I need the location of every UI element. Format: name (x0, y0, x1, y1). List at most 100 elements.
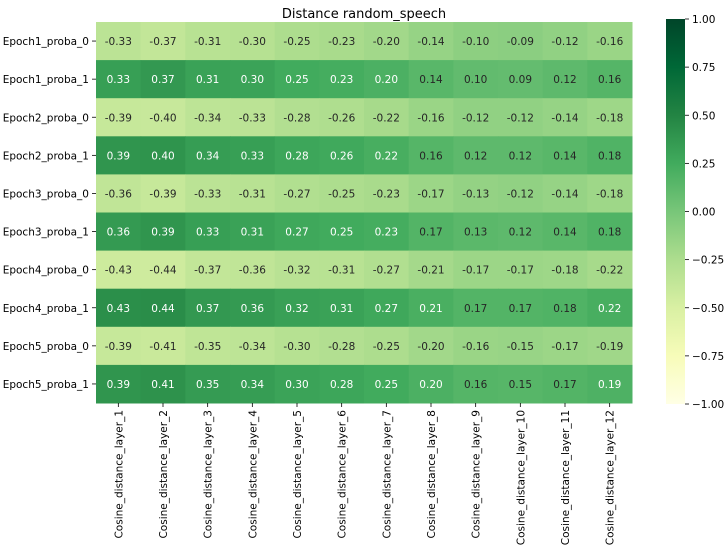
cell-annotation: -0.37 (194, 265, 221, 277)
heatmap-cell (453, 60, 499, 99)
heatmap-cell (498, 98, 544, 137)
heatmap-cell (364, 22, 410, 61)
heatmap-cell (274, 22, 320, 61)
heatmap-cell (542, 212, 588, 252)
heatmap-cell (453, 98, 499, 137)
cell-annotation: -0.31 (328, 265, 355, 277)
cell-annotation: 0.39 (151, 227, 174, 239)
heatmap-cell (140, 364, 186, 404)
heatmap-cell (230, 364, 276, 404)
cell-annotation: 0.37 (196, 303, 219, 315)
cell-annotation: 0.25 (375, 379, 398, 391)
cell-annotation: -0.09 (507, 36, 534, 48)
cell-annotation: -0.43 (105, 265, 132, 277)
cell-annotation: -0.23 (373, 188, 400, 200)
heatmap-cell (453, 326, 499, 366)
heatmap-cell (453, 250, 499, 290)
cell-annotation: 0.12 (464, 150, 487, 162)
heatmap-cell (140, 98, 186, 137)
cell-annotation: -0.28 (283, 112, 310, 124)
cell-annotation: -0.21 (417, 265, 444, 277)
cell-annotation: -0.14 (551, 188, 578, 200)
heatmap-cell (498, 364, 544, 404)
cell-annotation: -0.12 (507, 188, 534, 200)
cell-annotation: -0.34 (194, 112, 221, 124)
cell-annotation: -0.18 (551, 265, 578, 277)
heatmap-cell (96, 136, 142, 175)
heatmap-cell (453, 288, 499, 328)
row-tick-labels: Epoch1_proba_0 Epoch1_proba_1 Epoch2_proba… (3, 36, 96, 391)
heatmap-cell (319, 174, 365, 213)
heatmap-cell (274, 326, 320, 366)
cell-annotation: 0.09 (509, 74, 532, 86)
cell-annotation: 0.31 (241, 227, 264, 239)
cell-annotation: 0.16 (464, 379, 488, 391)
heatmap-cell (542, 288, 588, 328)
column-tick-label: Cosine_distance_layer_4 (247, 410, 259, 539)
row-tick-label: Epoch2_proba_0 (3, 112, 89, 124)
heatmap-cell (274, 174, 320, 213)
cell-annotation: 0.23 (330, 74, 353, 86)
column-tick-label: Cosine_distance_layer_2 (158, 410, 170, 539)
cell-annotation: 0.37 (151, 74, 174, 86)
heatmap-cell (408, 326, 454, 366)
cell-annotation: 0.30 (285, 379, 308, 391)
heatmap-cell (96, 250, 142, 290)
heatmap-cell (185, 288, 231, 328)
cell-annotation: 0.22 (598, 303, 621, 315)
colorbar-tick-label: −0.25 (692, 255, 724, 267)
heatmap-cell (587, 60, 633, 99)
cell-annotation: -0.33 (194, 188, 221, 200)
heatmap-cell (542, 326, 588, 366)
colorbar-tick-label: −0.75 (692, 351, 724, 363)
row-tick-label: Epoch3_proba_1 (3, 227, 89, 239)
heatmap-cell (185, 22, 231, 61)
heatmap-cell (274, 60, 320, 99)
cell-annotation: -0.15 (507, 341, 534, 353)
cell-annotation: -0.31 (239, 188, 266, 200)
cell-annotation: 0.25 (285, 74, 308, 86)
cell-annotation: -0.17 (507, 265, 534, 277)
heatmap-cell (453, 174, 499, 213)
cell-annotation: -0.18 (596, 112, 623, 124)
cell-annotation: 0.34 (241, 379, 265, 391)
colorbar-gradient (666, 19, 685, 404)
cell-annotation: 0.17 (464, 303, 487, 315)
cell-annotation: -0.14 (417, 36, 444, 48)
cell-annotation: 0.44 (151, 303, 175, 315)
row-tick-label: Epoch4_proba_0 (3, 265, 89, 277)
heatmap-cell (140, 212, 186, 252)
heatmap-cell (96, 22, 142, 61)
heatmap-cell (96, 212, 142, 252)
heatmap-cell (408, 60, 454, 99)
heatmap-cell (140, 326, 186, 366)
cell-annotation: -0.12 (462, 112, 489, 124)
heatmap-cell (319, 326, 365, 366)
heatmap-cell (498, 22, 544, 61)
cell-annotation: 0.14 (419, 74, 443, 86)
heatmap-cell (542, 98, 588, 137)
heatmap-cell (364, 60, 410, 99)
heatmap-cell (408, 22, 454, 61)
heatmap-cell (96, 288, 142, 328)
cell-annotation: -0.14 (551, 112, 578, 124)
row-tick-label: Epoch5_proba_1 (3, 379, 89, 391)
heatmap-cell (274, 250, 320, 290)
cell-annotation: 0.20 (375, 74, 398, 86)
column-tick-label: Cosine_distance_layer_3 (203, 410, 215, 539)
column-tick-label: Cosine_distance_layer_6 (337, 410, 349, 539)
heatmap-cell (587, 288, 633, 328)
heatmap-cell (542, 174, 588, 213)
heatmap-cell (185, 212, 231, 252)
cell-annotation: 0.18 (598, 227, 621, 239)
heatmap-cell (185, 98, 231, 137)
colorbar-tick-label: −0.50 (692, 303, 724, 315)
heatmap-cell (185, 326, 231, 366)
heatmap-cell (230, 288, 276, 328)
cell-annotation: 0.41 (151, 379, 174, 391)
cell-annotation: -0.28 (328, 341, 355, 353)
heatmap-cell (319, 364, 365, 404)
heatmap-cell (319, 212, 365, 252)
